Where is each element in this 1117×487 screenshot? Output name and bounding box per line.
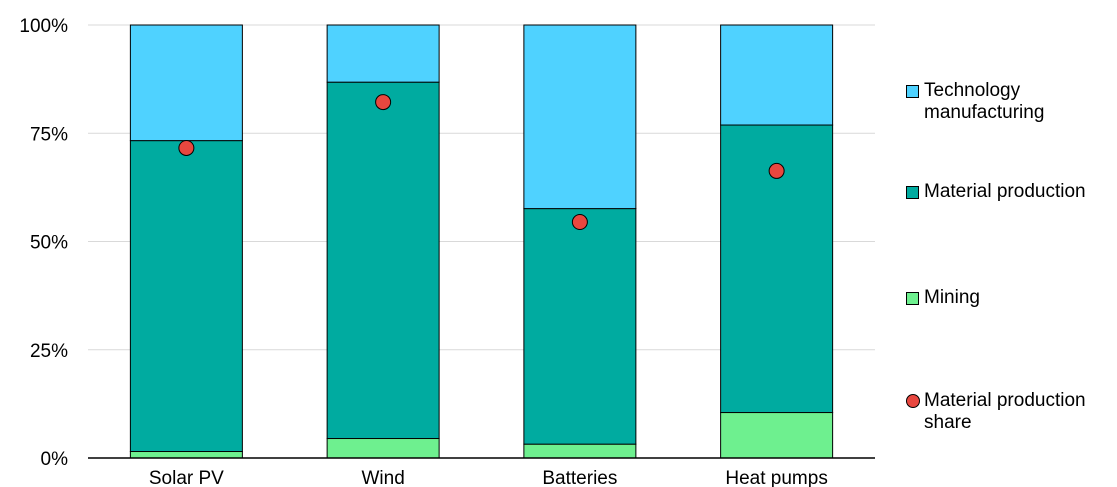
bar-segment-material-production [326,81,440,440]
y-tick-label: 25% [30,341,68,362]
y-tick-label: 100% [19,16,68,37]
x-axis-ticks: Solar PV Wind Batteries Heat pumps [149,468,828,487]
y-axis-ticks: 0% 25% 50% 75% 100% [19,16,68,470]
share-marker [178,139,195,156]
legend-item-technology-manufacturing: Technology manufacturing [906,80,1117,124]
bar-segment-technology-manufacturing [523,24,637,210]
legend-item-mining: Mining [906,287,1117,309]
x-tick-label: Batteries [542,468,617,487]
bar-segment-mining [720,412,834,459]
bar-segment-technology-manufacturing [326,24,440,83]
y-tick-label: 50% [30,233,68,254]
bar-segment-mining [326,438,440,459]
legend-label: Material production [924,181,1086,202]
stacked-bars [129,24,834,459]
share-markers [178,94,785,231]
legend-label: Technology manufacturing [924,80,1045,123]
bar-segment-technology-manufacturing [720,24,834,126]
bar-segment-material-production [129,140,243,453]
legend-item-material-production-share: Material production share [906,390,1117,434]
legend-label: Mining [924,287,980,308]
legend-marker-material-production-share [906,394,920,408]
y-tick-label: 0% [41,449,69,470]
x-tick-label: Solar PV [149,468,224,487]
bar-segment-material-production [523,208,637,445]
chart: 0% 25% 50% 75% 100% Solar PV Wind Batteries Hea… [19,16,875,487]
x-tick-label: Wind [361,468,404,487]
y-tick-label: 75% [30,124,68,145]
legend-item-material-production: Material production [906,181,1117,203]
share-marker [375,94,392,111]
legend-label: Material production share [924,390,1086,433]
x-tick-label: Heat pumps [725,468,827,487]
legend: Technology manufacturing Material product… [906,0,1117,487]
share-marker [571,214,588,231]
bar-segment-mining [129,451,243,459]
bar-segment-technology-manufacturing [129,24,243,142]
legend-swatch-mining [906,292,919,305]
legend-swatch-material-production [906,186,919,199]
bar-segment-mining [523,443,637,459]
share-marker [768,162,785,179]
legend-swatch-technology-manufacturing [906,85,919,98]
